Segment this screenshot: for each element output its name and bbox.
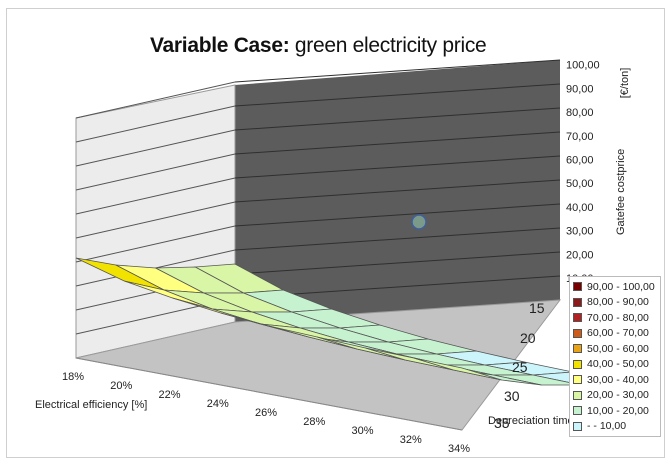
side-gridline	[75, 81, 236, 119]
z-tick-label: 100,00	[566, 60, 600, 72]
x-tick-label: 24%	[207, 398, 229, 410]
chart-title: Variable Case: green electricity price	[150, 34, 487, 58]
back-gridline	[234, 131, 561, 155]
y-axis-label: Depreciation time	[488, 415, 574, 427]
y-tick-label: 20	[520, 330, 536, 346]
z-tick-label: 80,00	[566, 107, 594, 119]
z-tick-label: 60,00	[566, 155, 594, 167]
y-tick-label: 30	[504, 388, 520, 404]
y-tick-label: 25	[512, 359, 528, 375]
back-gridline	[234, 155, 561, 179]
x-tick-label: 26%	[255, 407, 277, 419]
z-tick-label: 40,00	[566, 202, 594, 214]
x-tick-label: 28%	[303, 416, 325, 428]
legend-label: 40,00 - 50,00	[587, 358, 649, 371]
legend-item: 10,00 - 20,00	[573, 403, 657, 419]
marker-circle	[411, 214, 427, 230]
x-tick-label: 22%	[159, 389, 181, 401]
side-gridline	[75, 129, 236, 167]
back-gridline	[234, 179, 561, 203]
z-tick-label: 70,00	[566, 131, 594, 143]
side-gridline	[75, 201, 236, 239]
back-gridline	[234, 59, 561, 83]
back-gridline	[234, 83, 561, 107]
side-gridline	[75, 153, 236, 191]
legend-label: 60,00 - 70,00	[587, 327, 649, 340]
legend-label: - - 10,00	[587, 420, 627, 433]
legend-label: 20,00 - 30,00	[587, 389, 649, 402]
z-axis-unit: [€/ton]	[619, 68, 631, 99]
floor-front-edge	[75, 357, 463, 431]
z-tick-label: 20,00	[566, 249, 594, 261]
z-tick-label: 50,00	[566, 178, 594, 190]
side-gridline	[75, 225, 236, 263]
legend: 90,00 - 100,00 80,00 - 90,00 70,00 - 80,00…	[569, 276, 661, 437]
legend-label: 80,00 - 90,00	[587, 296, 649, 309]
y-tick-label: 15	[529, 300, 545, 316]
x-tick-label: 30%	[352, 425, 374, 437]
legend-item: - - 10,00	[573, 419, 657, 435]
legend-swatch	[573, 406, 582, 416]
x-axis-label: Electrical efficiency [%]	[35, 399, 147, 411]
legend-swatch	[573, 390, 582, 400]
legend-label: 30,00 - 40,00	[587, 373, 649, 386]
y-tick-label: 35	[494, 415, 510, 431]
legend-swatch	[573, 313, 582, 323]
back-gridline	[234, 251, 561, 275]
legend-label: 70,00 - 80,00	[587, 311, 649, 324]
side-wall	[75, 84, 236, 359]
z-tick-label: 90,00	[566, 83, 594, 95]
back-gridline	[234, 203, 561, 227]
legend-swatch	[573, 282, 582, 292]
z-axis-label: Gatefee costprice	[615, 149, 627, 235]
legend-swatch	[573, 344, 582, 354]
legend-swatch	[573, 328, 582, 338]
legend-item: 80,00 - 90,00	[573, 295, 657, 311]
z-tick-label: 30,00	[566, 226, 594, 238]
title-bold: Variable Case:	[150, 34, 290, 57]
surface-cell	[413, 357, 502, 381]
z-axis-ticks: 10,0020,0030,0040,0050,0060,0070,0080,00…	[566, 60, 600, 285]
legend-item: 70,00 - 80,00	[573, 310, 657, 326]
x-tick-label: 18%	[62, 371, 84, 383]
side-gridline	[75, 105, 236, 143]
y-axis-ticks: 15 20 25 30 35	[494, 300, 545, 431]
legend-swatch	[573, 375, 582, 385]
legend-swatch	[573, 359, 582, 369]
back-gridline	[234, 107, 561, 131]
side-gridline	[75, 177, 236, 215]
back-gridline	[234, 227, 561, 251]
legend-item: 30,00 - 40,00	[573, 372, 657, 388]
legend-item: 40,00 - 50,00	[573, 357, 657, 373]
legend-swatch	[573, 421, 582, 431]
legend-item: 20,00 - 30,00	[573, 388, 657, 404]
legend-label: 90,00 - 100,00	[587, 280, 655, 293]
legend-item: 90,00 - 100,00	[573, 279, 657, 295]
title-rest: green electricity price	[289, 34, 487, 57]
legend-item: 50,00 - 60,00	[573, 341, 657, 357]
x-tick-label: 20%	[110, 380, 132, 392]
x-axis-ticks: 18% 20% 22% 24% 26% 28% 30% 32% 34%	[62, 371, 470, 455]
legend-swatch	[573, 297, 582, 307]
x-tick-label: 34%	[448, 443, 470, 455]
legend-label: 10,00 - 20,00	[587, 404, 649, 417]
legend-item: 60,00 - 70,00	[573, 326, 657, 342]
legend-label: 50,00 - 60,00	[587, 342, 649, 355]
x-tick-label: 32%	[400, 434, 422, 446]
